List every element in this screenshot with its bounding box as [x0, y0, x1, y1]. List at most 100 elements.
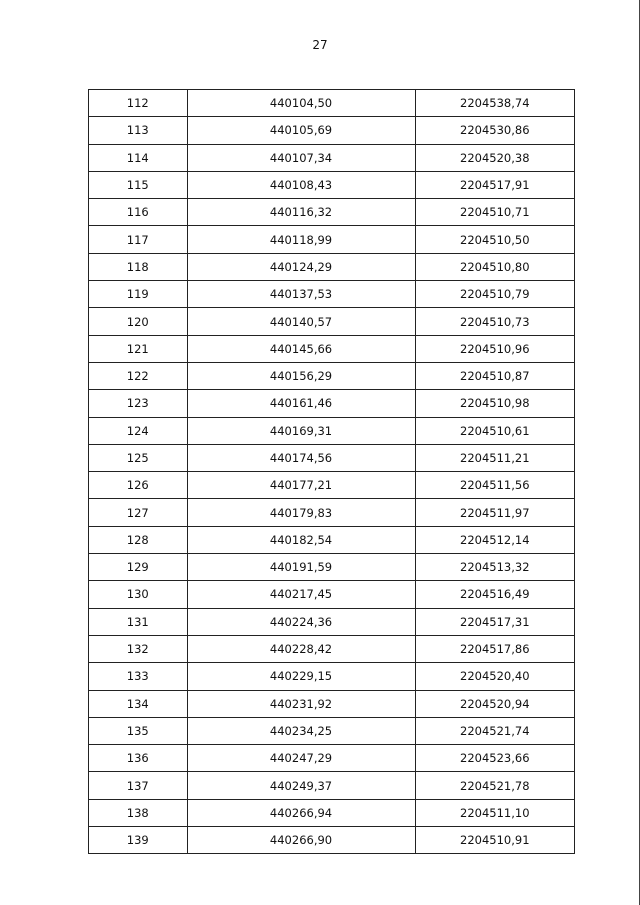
- x-coordinate-cell: 440156,29: [186, 361, 416, 391]
- table-row: 122 440156,29 2204510,87: [88, 361, 576, 391]
- y-coordinate-cell: 2204521,78: [414, 771, 576, 800]
- table-row: 128 440182,54 2204512,14: [88, 525, 576, 555]
- point-number-cell: 119: [88, 280, 188, 309]
- y-coordinate-cell: 2204521,74: [414, 716, 576, 746]
- x-coordinate-cell: 440177,21: [186, 471, 416, 500]
- point-number-cell: 138: [88, 798, 188, 828]
- point-number-cell: 124: [88, 416, 188, 445]
- point-number-cell: 132: [88, 634, 188, 664]
- x-coordinate-cell: 440107,34: [186, 143, 416, 172]
- y-coordinate-cell: 2204510,87: [414, 361, 576, 391]
- point-number-cell: 122: [88, 361, 188, 391]
- point-number-cell: 127: [88, 498, 188, 527]
- y-coordinate-cell: 2204520,94: [414, 689, 576, 718]
- x-coordinate-cell: 440247,29: [186, 744, 416, 773]
- x-coordinate-cell: 440116,32: [186, 198, 416, 227]
- x-coordinate-cell: 440224,36: [186, 607, 416, 636]
- y-coordinate-cell: 2204510,73: [414, 307, 576, 336]
- point-number-cell: 120: [88, 307, 188, 336]
- x-coordinate-cell: 440231,92: [186, 689, 416, 718]
- table-row: 117 440118,99 2204510,50: [88, 225, 576, 254]
- point-number-cell: 125: [88, 443, 188, 473]
- x-coordinate-cell: 440118,99: [186, 225, 416, 254]
- x-coordinate-cell: 440108,43: [186, 170, 416, 200]
- y-coordinate-cell: 2204510,91: [414, 826, 576, 855]
- x-coordinate-cell: 440228,42: [186, 634, 416, 664]
- table-row: 118 440124,29 2204510,80: [88, 252, 576, 282]
- table-row: 131 440224,36 2204517,31: [88, 607, 576, 636]
- x-coordinate-cell: 440266,90: [186, 826, 416, 855]
- y-coordinate-cell: 2204511,21: [414, 443, 576, 473]
- y-coordinate-cell: 2204510,98: [414, 389, 576, 418]
- table-row: 136 440247,29 2204523,66: [88, 744, 576, 773]
- table-row: 112 440104,50 2204538,74: [88, 88, 576, 118]
- table-row: 134 440231,92 2204520,94: [88, 689, 576, 718]
- point-number-cell: 116: [88, 198, 188, 227]
- table-row: 135 440234,25 2204521,74: [88, 716, 576, 746]
- table-row: 113 440105,69 2204530,86: [88, 116, 576, 145]
- point-number-cell: 121: [88, 334, 188, 363]
- table-row: 137 440249,37 2204521,78: [88, 771, 576, 800]
- y-coordinate-cell: 2204512,14: [414, 525, 576, 555]
- x-coordinate-cell: 440229,15: [186, 662, 416, 691]
- x-coordinate-cell: 440191,59: [186, 553, 416, 582]
- x-coordinate-cell: 440179,83: [186, 498, 416, 527]
- x-coordinate-cell: 440182,54: [186, 525, 416, 555]
- y-coordinate-cell: 2204510,79: [414, 280, 576, 309]
- point-number-cell: 123: [88, 389, 188, 418]
- y-coordinate-cell: 2204513,32: [414, 553, 576, 582]
- y-coordinate-cell: 2204510,50: [414, 225, 576, 254]
- table-row: 121 440145,66 2204510,96: [88, 334, 576, 363]
- table-row: 115 440108,43 2204517,91: [88, 170, 576, 200]
- point-number-cell: 139: [88, 826, 188, 855]
- y-coordinate-cell: 2204511,10: [414, 798, 576, 828]
- table-row: 123 440161,46 2204510,98: [88, 389, 576, 418]
- point-number-cell: 135: [88, 716, 188, 746]
- y-coordinate-cell: 2204510,71: [414, 198, 576, 227]
- point-number-cell: 128: [88, 525, 188, 555]
- x-coordinate-cell: 440137,53: [186, 280, 416, 309]
- x-coordinate-cell: 440140,57: [186, 307, 416, 336]
- y-coordinate-cell: 2204520,38: [414, 143, 576, 172]
- table-row: 139 440266,90 2204510,91: [88, 826, 576, 855]
- point-number-cell: 130: [88, 580, 188, 609]
- x-coordinate-cell: 440266,94: [186, 798, 416, 828]
- table-row: 130 440217,45 2204516,49: [88, 580, 576, 609]
- x-coordinate-cell: 440161,46: [186, 389, 416, 418]
- point-number-cell: 137: [88, 771, 188, 800]
- table-row: 132 440228,42 2204517,86: [88, 634, 576, 664]
- y-coordinate-cell: 2204516,49: [414, 580, 576, 609]
- table-row: 127 440179,83 2204511,97: [88, 498, 576, 527]
- y-coordinate-cell: 2204511,97: [414, 498, 576, 527]
- y-coordinate-cell: 2204510,80: [414, 252, 576, 282]
- x-coordinate-cell: 440234,25: [186, 716, 416, 746]
- table-row: 125 440174,56 2204511,21: [88, 443, 576, 473]
- y-coordinate-cell: 2204510,61: [414, 416, 576, 445]
- table-row: 138 440266,94 2204511,10: [88, 798, 576, 828]
- table-row: 129 440191,59 2204513,32: [88, 553, 576, 582]
- point-number-cell: 117: [88, 225, 188, 254]
- point-number-cell: 113: [88, 116, 188, 145]
- y-coordinate-cell: 2204520,40: [414, 662, 576, 691]
- x-coordinate-cell: 440124,29: [186, 252, 416, 282]
- table-row: 126 440177,21 2204511,56: [88, 471, 576, 500]
- table-row: 120 440140,57 2204510,73: [88, 307, 576, 336]
- y-coordinate-cell: 2204517,91: [414, 170, 576, 200]
- x-coordinate-cell: 440249,37: [186, 771, 416, 800]
- x-coordinate-cell: 440174,56: [186, 443, 416, 473]
- point-number-cell: 126: [88, 471, 188, 500]
- table-row: 133 440229,15 2204520,40: [88, 662, 576, 691]
- point-number-cell: 136: [88, 744, 188, 773]
- y-coordinate-cell: 2204530,86: [414, 116, 576, 145]
- x-coordinate-cell: 440104,50: [186, 88, 416, 118]
- table-row: 116 440116,32 2204510,71: [88, 198, 576, 227]
- x-coordinate-cell: 440105,69: [186, 116, 416, 145]
- y-coordinate-cell: 2204510,96: [414, 334, 576, 363]
- x-coordinate-cell: 440169,31: [186, 416, 416, 445]
- point-number-cell: 129: [88, 553, 188, 582]
- coordinates-table: 112 440104,50 2204538,74 113 440105,69 220453…: [88, 88, 576, 855]
- y-coordinate-cell: 2204511,56: [414, 471, 576, 500]
- point-number-cell: 115: [88, 170, 188, 200]
- point-number-cell: 134: [88, 689, 188, 718]
- point-number-cell: 131: [88, 607, 188, 636]
